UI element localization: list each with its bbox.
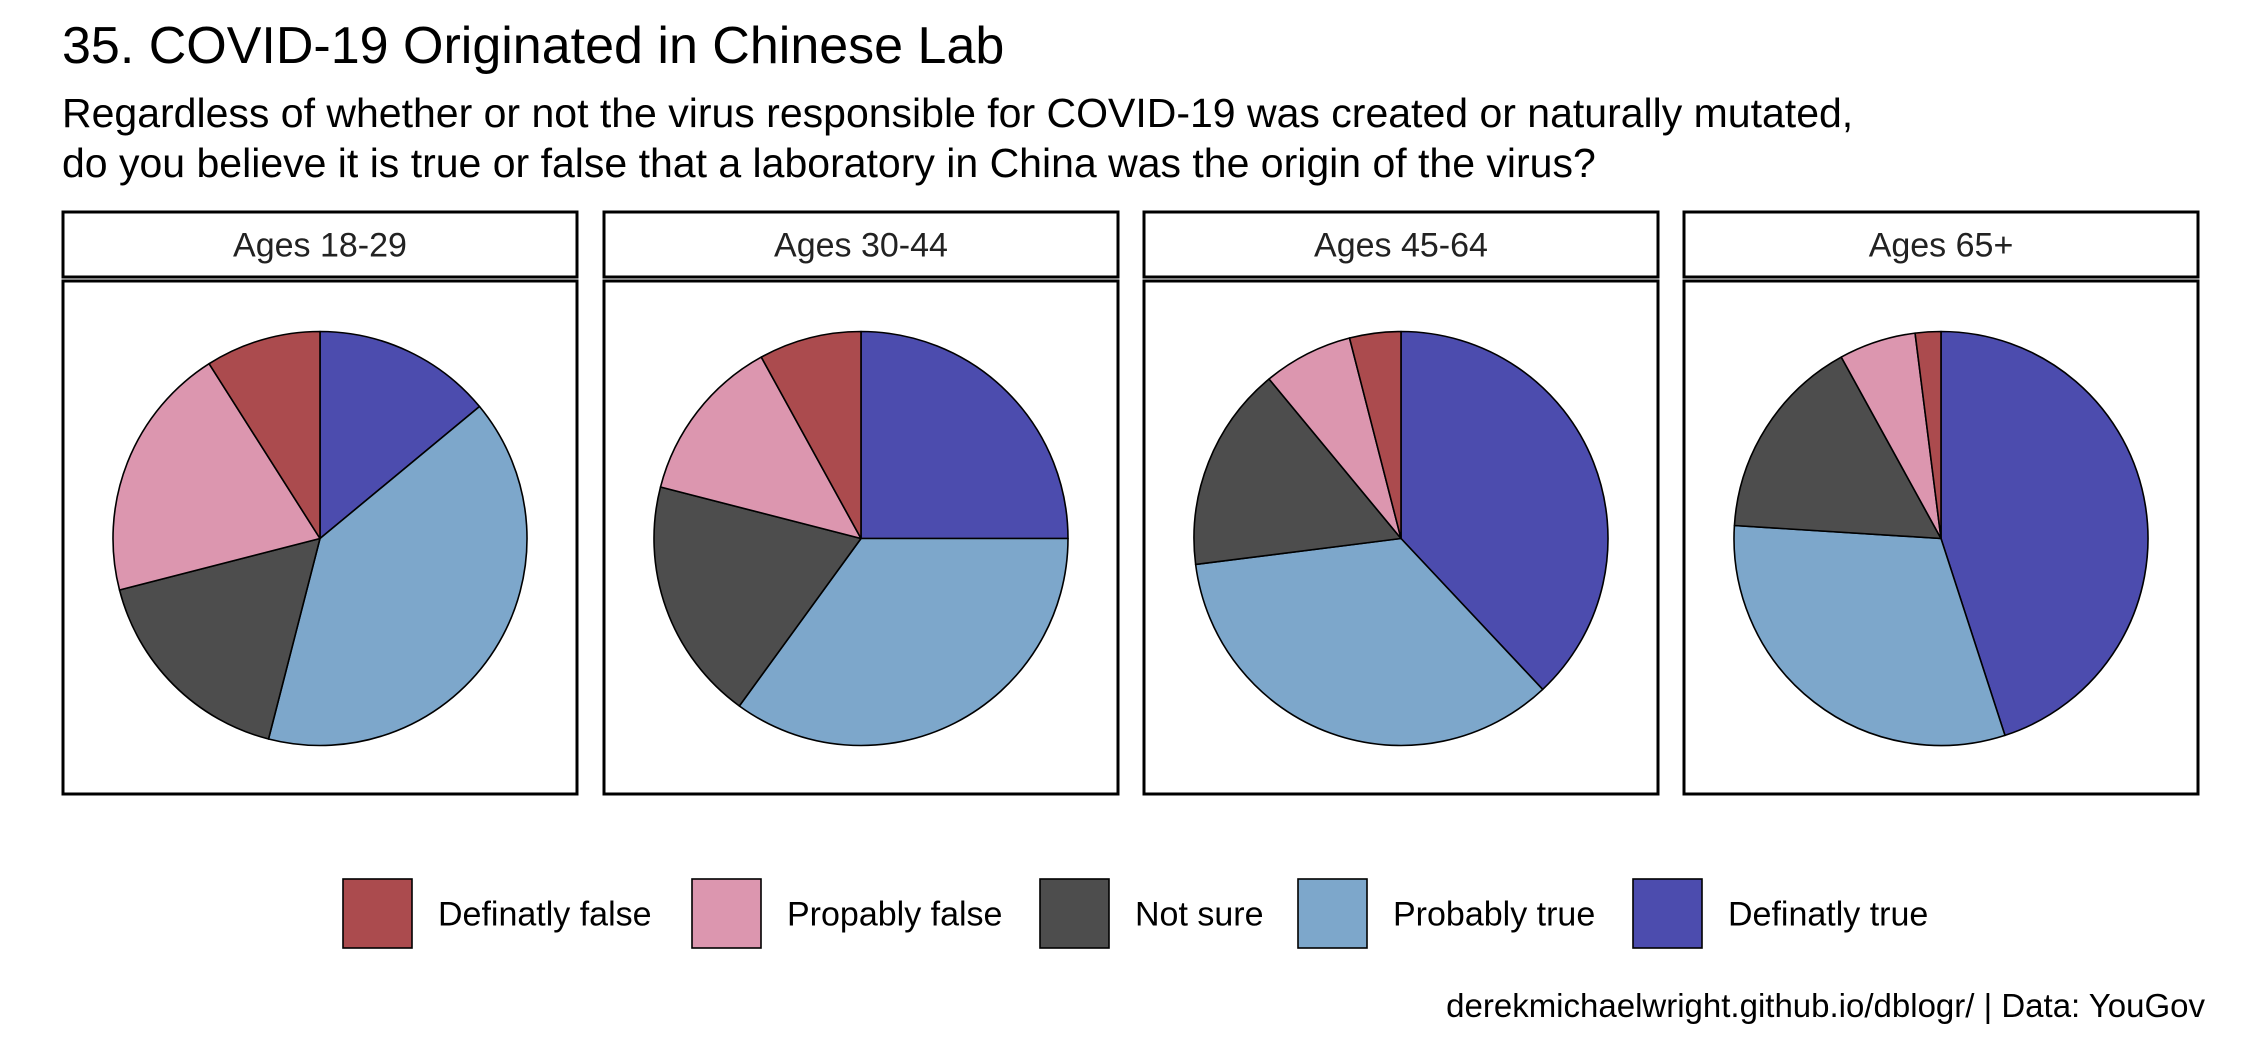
facet-label: Ages 65+ [1869, 227, 2014, 265]
pie-slice-probably-true [267, 405, 528, 747]
legend-swatch [1632, 878, 1703, 949]
pie-slice-probably-true [738, 537, 1069, 747]
pie-slice-not-sure [1193, 378, 1402, 566]
legend-item-definatly-true: Definatly true [1632, 878, 1928, 949]
pie-slice-probably-true [1194, 537, 1544, 747]
pie-slice-definatly-false [208, 330, 321, 540]
facet-strip [61, 210, 579, 279]
facet-label: Ages 45-64 [1314, 227, 1488, 265]
legend-label: Definatly true [1728, 896, 1928, 934]
chart-title: 35. COVID-19 Originated in Chinese Lab [62, 17, 1005, 75]
legend-label: Not sure [1135, 896, 1264, 934]
pie-slice-propably-false [112, 362, 321, 591]
legend-swatch [1297, 878, 1368, 949]
chart-subtitle-line-2: do you believe it is true or false that … [62, 140, 1596, 186]
facet-strip [602, 210, 1120, 279]
pie-slice-definatly-true [860, 330, 1069, 540]
pie-slice-probably-true [1733, 524, 2006, 747]
legend-label: Probably true [1393, 896, 1595, 934]
legend-item-propably-false: Propably false [691, 878, 1002, 949]
pie-slice-not-sure [118, 537, 321, 740]
pie-slice-not-sure [653, 486, 862, 707]
pie-slice-definatly-false [1348, 330, 1402, 540]
pie-slice-definatly-false [1914, 330, 1942, 540]
facet-strip [1682, 210, 2200, 279]
pie-slice-not-sure [1733, 356, 1942, 540]
facet-1: Ages 18-29 [61, 210, 579, 796]
legend-label: Definatly false [438, 896, 652, 934]
pie-slice-definatly-true [1940, 330, 2149, 737]
pie-slice-definatly-false [760, 330, 862, 540]
facet-strip [1142, 210, 1660, 279]
facet-3: Ages 45-64 [1142, 210, 1660, 796]
pie-slice-propably-false [659, 356, 862, 540]
chart-subtitle: Regardless of whether or not the virus r… [62, 88, 2212, 188]
legend-swatch [691, 878, 762, 949]
legend-swatch [1039, 878, 1110, 949]
chart-subtitle-line-1: Regardless of whether or not the virus r… [62, 90, 1854, 136]
legend-swatch [342, 878, 413, 949]
pie-slice-definatly-true [319, 330, 481, 540]
facet-2: Ages 30-44 [602, 210, 1120, 796]
legend-item-definatly-false: Definatly false [342, 878, 652, 949]
facet-label: Ages 18-29 [233, 227, 407, 265]
facet-4: Ages 65+ [1682, 210, 2200, 796]
pie-slice-definatly-true [1400, 330, 1609, 691]
legend-item-probably-true: Probably true [1297, 878, 1595, 949]
caption: derekmichaelwright.github.io/dblogr/ | D… [1446, 987, 2205, 1024]
facets-layer: Ages 18-29 Ages 30-44 Ages 45-64 Ages 65+ [61, 210, 2200, 796]
legend: Definatly false Propably false Not sure Pro… [342, 878, 1928, 949]
legend-label: Propably false [787, 896, 1002, 934]
legend-item-not-sure: Not sure [1039, 878, 1264, 949]
facet-label: Ages 30-44 [774, 227, 948, 265]
